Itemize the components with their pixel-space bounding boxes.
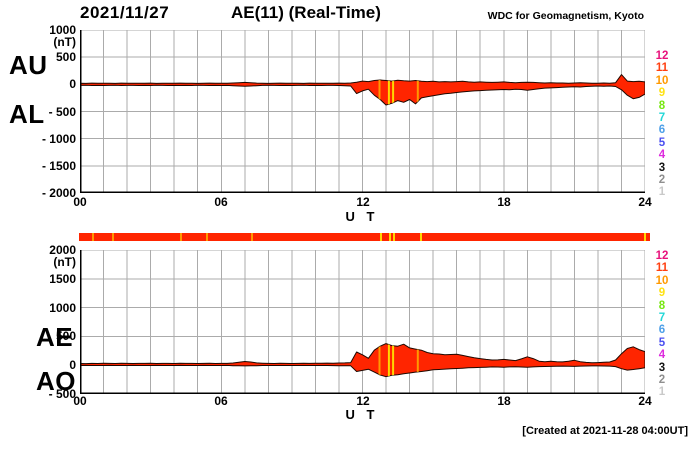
y-axis-unit-top: (nT) <box>53 35 76 49</box>
x-tick-label: 00 <box>73 195 87 209</box>
y-tick-label: - 2000 <box>41 186 76 200</box>
station-count-7: 7 <box>658 112 666 125</box>
availability-dropout-stripe <box>180 233 182 241</box>
station-count-4: 4 <box>658 349 666 362</box>
x-tick-label: 12 <box>356 195 370 209</box>
x-tick-label: 00 <box>73 394 87 408</box>
y-tick-label: - 1500 <box>41 159 76 173</box>
availability-dropout-stripe <box>393 233 395 241</box>
label-ae: AE <box>36 322 74 352</box>
page-title: AE(11) (Real-Time) <box>231 3 381 22</box>
station-count-12: 12 <box>655 50 669 62</box>
station-count-scale-bottom: 12 11 10 9 8 7 6 5 4 3 2 1 <box>650 250 674 399</box>
station-count-5: 5 <box>658 336 666 349</box>
station-count-scale-top: 12 11 10 9 8 7 6 5 4 3 2 1 <box>650 50 674 199</box>
availability-dropout-stripe <box>420 233 422 241</box>
station-count-6: 6 <box>658 324 666 337</box>
data-source-label: WDC for Geomagnetism, Kyoto <box>487 10 644 22</box>
availability-dropout-stripe <box>644 233 646 241</box>
y-tick-label: 1000 <box>49 23 76 37</box>
x-axis-title-bottom: U T <box>345 407 379 422</box>
availability-dropout-stripe <box>389 233 391 241</box>
label-al: AL <box>9 99 45 129</box>
station-count-12: 12 <box>655 250 669 262</box>
plot-date: 2021/11/27 <box>80 3 170 22</box>
station-count-1: 1 <box>658 186 666 199</box>
station-count-8: 8 <box>658 299 666 312</box>
y-tick-label: - 500 <box>48 105 76 119</box>
x-axis-title-top: U T <box>345 209 379 224</box>
x-tick-label: 18 <box>497 394 511 408</box>
y-tick-label: 2000 <box>49 243 76 257</box>
station-count-10: 10 <box>655 74 669 87</box>
availability-dropout-stripe <box>92 233 94 241</box>
au-al-chart <box>80 30 645 193</box>
station-count-4: 4 <box>658 149 666 162</box>
x-tick-label: 24 <box>638 195 652 209</box>
station-count-9: 9 <box>658 87 666 100</box>
y-tick-label: 500 <box>55 50 76 64</box>
y-tick-label: 0 <box>69 358 76 372</box>
availability-dropout-stripe <box>206 233 208 241</box>
station-count-3: 3 <box>658 161 666 174</box>
station-count-6: 6 <box>658 124 666 137</box>
availability-dropout-stripe <box>380 233 382 241</box>
label-ao: AO <box>36 366 76 396</box>
x-tick-label: 06 <box>214 394 228 408</box>
station-count-1: 1 <box>658 386 666 399</box>
station-count-9: 9 <box>658 287 666 300</box>
station-count-7: 7 <box>658 312 666 325</box>
station-count-11: 11 <box>655 262 669 275</box>
y-axis-unit-bottom: (nT) <box>53 255 76 269</box>
label-au: AU <box>9 50 48 80</box>
y-tick-label: - 1000 <box>41 132 76 146</box>
ae-ao-chart <box>80 250 645 394</box>
station-count-8: 8 <box>658 99 666 112</box>
station-count-3: 3 <box>658 361 666 374</box>
y-tick-label: 1500 <box>49 272 76 286</box>
y-tick-label: 0 <box>69 77 76 91</box>
x-tick-label: 12 <box>356 394 370 408</box>
station-availability-bar <box>79 233 650 241</box>
y-tick-label: - 500 <box>48 387 76 401</box>
x-tick-label: 18 <box>497 195 511 209</box>
availability-dropout-stripe <box>251 233 253 241</box>
x-tick-label: 06 <box>214 195 228 209</box>
availability-dropout-stripe <box>112 233 114 241</box>
station-count-2: 2 <box>658 174 666 187</box>
created-timestamp: [Created at 2021-11-28 04:00UT] <box>522 425 688 437</box>
station-count-10: 10 <box>655 274 669 287</box>
station-count-11: 11 <box>655 62 669 75</box>
y-tick-label: 1000 <box>49 301 76 315</box>
y-tick-label: 500 <box>55 329 76 343</box>
station-count-5: 5 <box>658 136 666 149</box>
station-count-2: 2 <box>658 374 666 387</box>
x-tick-label: 24 <box>638 394 652 408</box>
